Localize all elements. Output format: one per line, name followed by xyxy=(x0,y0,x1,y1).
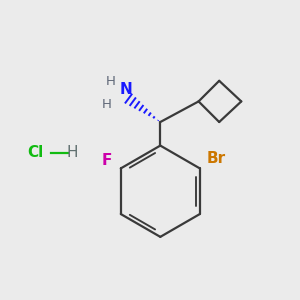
Text: N: N xyxy=(120,82,133,97)
Text: H: H xyxy=(66,146,78,160)
Text: F: F xyxy=(102,153,112,168)
Text: H: H xyxy=(105,75,115,88)
Text: H: H xyxy=(101,98,111,111)
Text: Cl: Cl xyxy=(27,146,43,160)
Text: Br: Br xyxy=(207,151,226,166)
